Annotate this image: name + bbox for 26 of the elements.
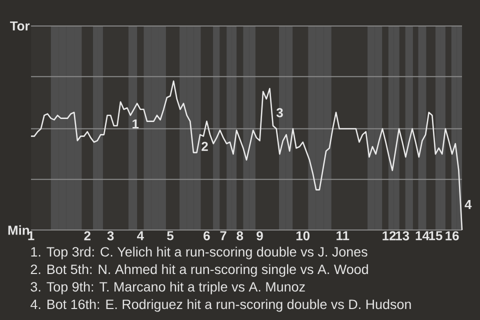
x-tick-label: 1 bbox=[28, 231, 34, 240]
annotation: 2 bbox=[202, 142, 208, 151]
x-tick-label: 8 bbox=[236, 231, 244, 240]
text: 4 bbox=[464, 200, 472, 209]
x-tick-label: 6 bbox=[204, 231, 210, 240]
x-tick-label: 15 bbox=[429, 231, 442, 240]
x-tick-label: 11 bbox=[336, 231, 350, 240]
text: 4. Bot 16th: E. Rodriguez hit a run-scoring double vs D. Hudson bbox=[30, 299, 411, 312]
x-tick-label: 10 bbox=[296, 231, 310, 240]
x-tick-label: 2 bbox=[84, 231, 90, 240]
x-tick-label: 5 bbox=[167, 231, 174, 240]
x-tick-label: 7 bbox=[220, 231, 226, 240]
text: 3. Top 9th: T. Marcano hit a triple vs A. Munoz bbox=[30, 282, 305, 294]
annotation: 3 bbox=[276, 108, 283, 118]
ref-line-label: Tor bbox=[10, 21, 30, 31]
x-tick-label: 4 bbox=[137, 231, 144, 240]
text: 2. Bot 5th: N. Ahmed hit a run-scoring single vs A. Wood bbox=[30, 264, 368, 277]
x-tick-label: 13 bbox=[396, 231, 410, 240]
x-tick-label: 9 bbox=[256, 231, 263, 240]
x-tick-label: 12 bbox=[382, 231, 396, 240]
text: 1. Top 3rd: C. Yelich hit a run-scoring double vs J. Jones bbox=[31, 246, 368, 260]
ref-line-label: Min bbox=[8, 225, 30, 235]
annotation: 1 bbox=[132, 119, 139, 128]
x-tick-label: 14 bbox=[416, 231, 430, 240]
x-tick-label: 16 bbox=[446, 231, 459, 240]
x-tick-label: 3 bbox=[107, 231, 114, 240]
